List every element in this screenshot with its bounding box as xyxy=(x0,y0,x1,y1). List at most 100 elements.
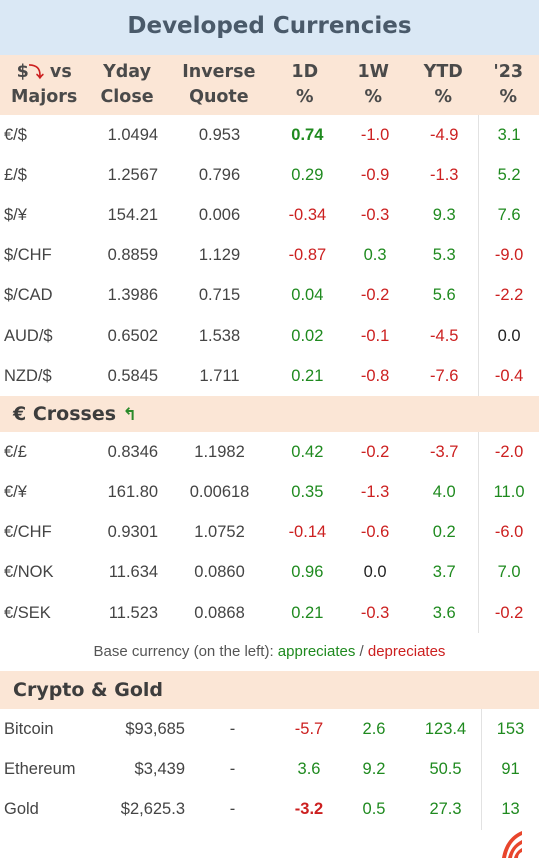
cell-pair: $/CAD xyxy=(4,286,53,305)
cell-pair: €/$ xyxy=(4,125,27,144)
cell-close: 0.5845 xyxy=(107,366,159,385)
cell-d1: 0.96 xyxy=(291,563,324,582)
cell-close: 1.0494 xyxy=(107,125,159,144)
cell-close: 11.523 xyxy=(108,603,159,622)
crosses-section-title: € Crosses ↰ xyxy=(0,396,539,433)
cell-close: 0.9301 xyxy=(107,523,159,542)
cell-ytd: -1.3 xyxy=(430,165,459,184)
cell-d1: 0.21 xyxy=(291,366,324,385)
cell-w1: 0.3 xyxy=(363,246,387,265)
table-row: $/¥ 154.21 0.006 -0.34 -0.3 9.3 7.6 xyxy=(0,195,539,236)
col-23-header: '23% xyxy=(493,62,524,107)
cell-d1: 0.21 xyxy=(291,603,324,622)
cell-ytd: 4.0 xyxy=(432,483,456,502)
cell-y23: 153 xyxy=(481,709,539,750)
col-pair-header: $⤵ vs Majors xyxy=(11,62,78,107)
cell-d1: -0.14 xyxy=(288,523,327,542)
cell-w1: -0.6 xyxy=(360,523,390,542)
cell-pair: AUD/$ xyxy=(4,326,53,345)
cell-d1: 0.42 xyxy=(291,442,324,461)
cell-inverse: 0.00618 xyxy=(189,483,250,502)
cell-close: 1.2567 xyxy=(107,165,159,184)
cell-price: $2,625.3 xyxy=(120,800,185,819)
col-yday-header: Yday Close xyxy=(100,62,154,107)
cell-d1: -3.2 xyxy=(294,800,324,819)
cell-ytd: 5.3 xyxy=(432,246,456,265)
cell-inverse: - xyxy=(229,800,236,819)
cell-ytd: 0.2 xyxy=(432,523,456,542)
cell-ytd: 5.6 xyxy=(432,286,456,305)
cell-inverse: 1.0752 xyxy=(194,523,245,542)
cell-w1: -0.2 xyxy=(360,286,390,305)
cell-ytd: 123.4 xyxy=(424,719,467,738)
cell-d1: -5.7 xyxy=(294,719,324,738)
table-row: NZD/$ 0.5845 1.711 0.21 -0.8 -7.6 -0.4 xyxy=(0,356,539,397)
cell-pair: £/$ xyxy=(4,165,27,184)
cell-close: 0.8346 xyxy=(107,442,159,461)
table-row: $/CAD 1.3986 0.715 0.04 -0.2 5.6 -2.2 xyxy=(0,275,539,316)
cell-d1: -0.34 xyxy=(288,205,327,224)
cell-pair: NZD/$ xyxy=(4,366,52,385)
table-row: £/$ 1.2567 0.796 0.29 -0.9 -1.3 5.2 xyxy=(0,155,539,196)
cell-y23: -2.2 xyxy=(478,275,539,316)
cell-pair: $/CHF xyxy=(4,246,52,265)
table-row: Gold $2,625.3 - -3.2 0.5 27.3 13 xyxy=(0,789,539,830)
cell-close: 161.80 xyxy=(107,483,159,502)
table-row: $/CHF 0.8859 1.129 -0.87 0.3 5.3 -9.0 xyxy=(0,235,539,276)
cell-y23: -0.2 xyxy=(478,593,539,634)
cell-close: 154.21 xyxy=(107,205,159,224)
cell-d1: 0.74 xyxy=(291,125,324,144)
crypto-section-title: Crypto & Gold xyxy=(0,671,539,710)
col-1w-header: 1W% xyxy=(357,62,389,107)
cell-y23: 91 xyxy=(481,749,539,790)
cell-w1: 0.5 xyxy=(362,800,386,819)
cell-ytd: -4.9 xyxy=(430,125,459,144)
cell-pair: €/¥ xyxy=(4,483,27,502)
cell-w1: -0.8 xyxy=(360,366,390,385)
cell-ytd: -4.5 xyxy=(430,326,459,345)
cell-w1: -0.9 xyxy=(360,165,390,184)
cell-close: 1.3986 xyxy=(107,286,159,305)
table-row: €/$ 1.0494 0.953 0.74 -1.0 -4.9 3.1 xyxy=(0,115,539,156)
cell-w1: -0.2 xyxy=(360,442,390,461)
cell-name: Gold xyxy=(4,800,39,819)
cell-pair: $/¥ xyxy=(4,205,27,224)
cell-inverse: 0.715 xyxy=(198,286,241,305)
cell-pair: €/SEK xyxy=(4,603,51,622)
crosses-table: €/£ 0.8346 1.1982 0.42 -0.2 -3.7 -2.0 €/¥ 161.80… xyxy=(0,432,539,634)
cell-ytd: 50.5 xyxy=(429,760,462,779)
green-curved-up-arrow-icon: ↰ xyxy=(122,405,137,426)
cell-y23: -6.0 xyxy=(478,512,539,553)
cell-inverse: - xyxy=(229,760,236,779)
cell-y23: -0.4 xyxy=(478,356,539,397)
cell-y23: 13 xyxy=(481,789,539,830)
cell-d1: -0.87 xyxy=(288,246,327,265)
cell-d1: 0.35 xyxy=(291,483,324,502)
col-1d-header: 1D% xyxy=(291,62,319,107)
cell-y23: 11.0 xyxy=(478,472,539,513)
cell-w1: 0.0 xyxy=(363,563,387,582)
cell-y23: 3.1 xyxy=(478,115,539,156)
col-inverse-header: Inverse Quote xyxy=(182,62,256,107)
cell-ytd: 3.6 xyxy=(432,603,456,622)
cell-price: $3,439 xyxy=(134,760,185,779)
cell-close: 0.6502 xyxy=(107,326,159,345)
cell-inverse: - xyxy=(229,719,236,738)
table-row: €/SEK 11.523 0.0868 0.21 -0.3 3.6 -0.2 xyxy=(0,593,539,634)
cell-inverse: 1.129 xyxy=(198,246,241,265)
crypto-table: Bitcoin $93,685 - -5.7 2.6 123.4 153 Ethereum $3… xyxy=(0,709,539,830)
table-row: AUD/$ 0.6502 1.538 0.02 -0.1 -4.5 0.0 xyxy=(0,315,539,357)
cell-close: 0.8859 xyxy=(107,246,159,265)
cell-ytd: -7.6 xyxy=(430,366,459,385)
cell-y23: -9.0 xyxy=(478,235,539,276)
cell-w1: -0.3 xyxy=(360,205,390,224)
cell-y23: 5.2 xyxy=(478,155,539,196)
cell-y23: 7.6 xyxy=(478,195,539,236)
table-row: €/NOK 11.634 0.0860 0.96 0.0 3.7 7.0 xyxy=(0,552,539,594)
cell-price: $93,685 xyxy=(125,719,185,738)
cell-ytd: 9.3 xyxy=(432,205,456,224)
cell-inverse: 0.796 xyxy=(198,165,241,184)
cell-y23: 0.0 xyxy=(478,315,539,357)
cell-w1: 2.6 xyxy=(362,719,386,738)
table-row: Bitcoin $93,685 - -5.7 2.6 123.4 153 xyxy=(0,709,539,750)
